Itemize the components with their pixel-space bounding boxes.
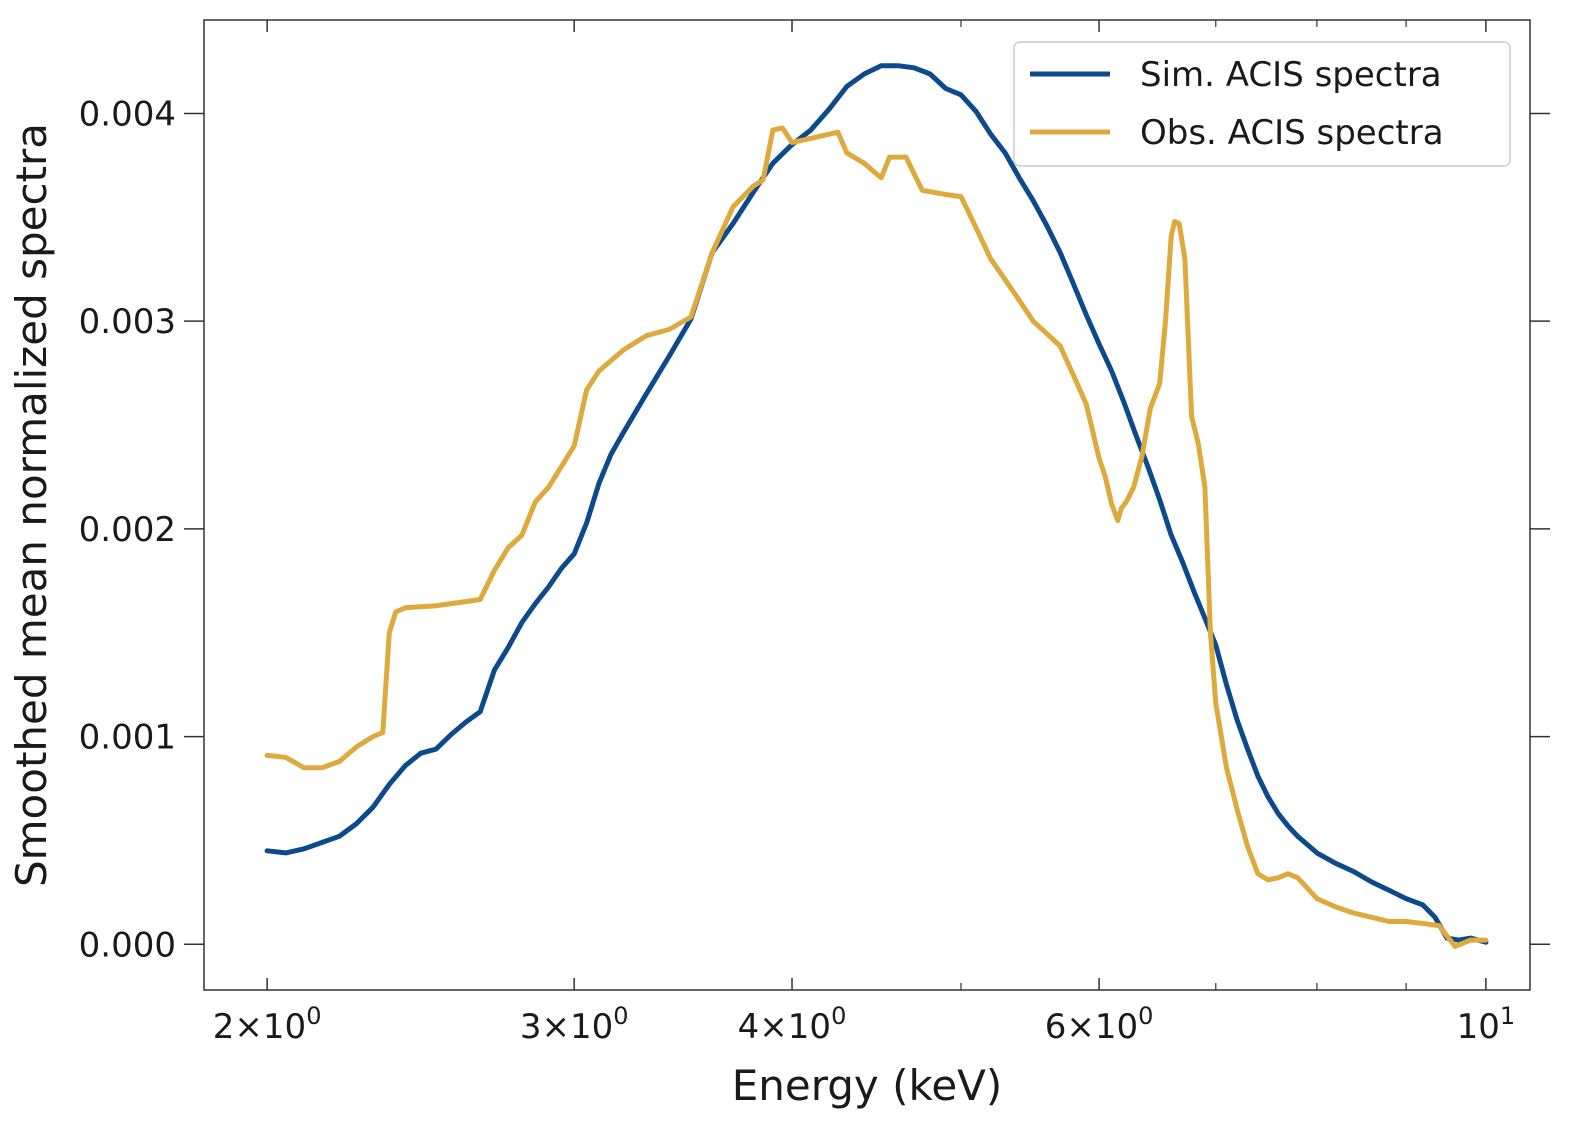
y-tick-label: 0.002 <box>79 510 176 550</box>
x-tick-label: 3×100 <box>520 1002 629 1047</box>
y-tick-label: 0.001 <box>79 718 176 758</box>
x-tick-label: 2×100 <box>213 1002 322 1047</box>
x-tick-label: 6×100 <box>1045 1002 1154 1047</box>
y-tick-label: 0.003 <box>79 302 176 342</box>
series-layer <box>264 63 1489 949</box>
legend-box <box>1013 41 1511 167</box>
plot-frame <box>203 19 1531 991</box>
series-line-2 <box>264 125 1489 949</box>
legend: Sim. ACIS spectra Obs. ACIS spectra <box>1013 41 1511 167</box>
legend-entry-1: Sim. ACIS spectra <box>1140 55 1442 95</box>
ticks-layer: 0.000 0.001 0.002 0.003 0.004 2×100 3×100 4×100… <box>79 20 1550 1047</box>
x-axis-label: Energy (keV) <box>732 1061 1003 1110</box>
x-tick-label: 4×100 <box>738 1002 847 1047</box>
legend-entry-2: Obs. ACIS spectra <box>1140 113 1444 153</box>
y-tick-label: 0.000 <box>79 925 176 965</box>
y-axis-label: Smoothed mean normalized spectra <box>7 123 56 887</box>
y-tick-label: 0.004 <box>79 94 176 134</box>
series-line-1 <box>264 63 1489 945</box>
x-tick-label: 101 <box>1457 1002 1516 1047</box>
